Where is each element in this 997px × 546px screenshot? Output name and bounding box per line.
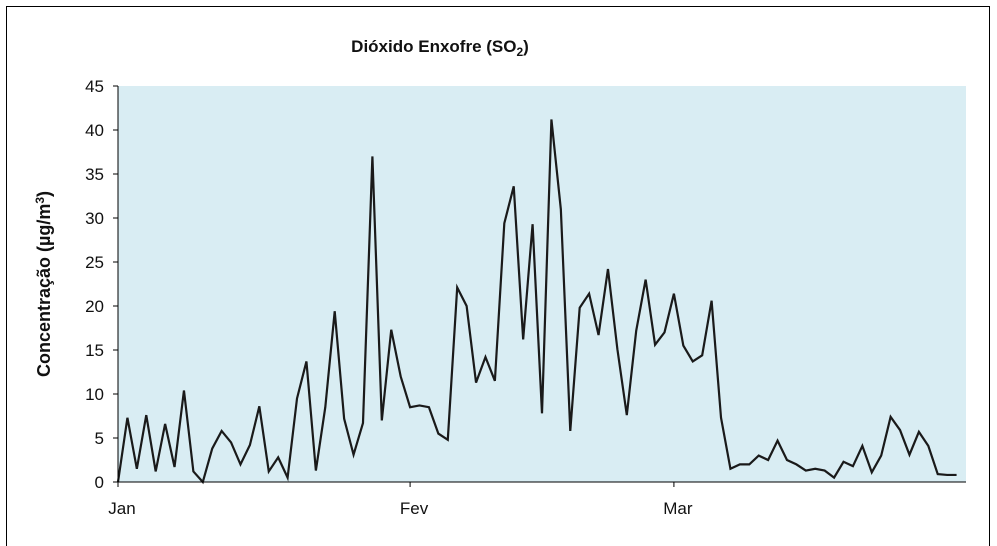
y-axis: 0 5 10 15 20 25 30 35 40 45 [85, 77, 118, 492]
x-tick-label: Mar [663, 499, 693, 518]
x-tick-label: Jan [108, 499, 135, 518]
chart-title: Dióxido Enxofre (SO2) [351, 37, 529, 59]
plot-area [118, 86, 966, 482]
chart: Dióxido Enxofre (SO2) Concentração (µg/m… [33, 37, 966, 518]
y-tick-label: 0 [95, 473, 104, 492]
series-layer [116, 119, 957, 485]
y-tick-label: 20 [85, 297, 104, 316]
y-tick-label: 25 [85, 253, 104, 272]
y-tick-label: 15 [85, 341, 104, 360]
y-tick-label: 10 [85, 385, 104, 404]
y-axis-label: Concentração (µg/m3) [33, 191, 54, 377]
y-tick-label: 5 [95, 429, 104, 448]
x-axis: Jan Fev Mar [108, 482, 693, 518]
y-tick-label: 45 [85, 77, 104, 96]
series-line [116, 119, 957, 485]
x-tick-label: Fev [400, 499, 429, 518]
y-tick-label: 30 [85, 209, 104, 228]
chart-frame [6, 6, 990, 546]
y-tick-label: 35 [85, 165, 104, 184]
y-tick-label: 40 [85, 121, 104, 140]
